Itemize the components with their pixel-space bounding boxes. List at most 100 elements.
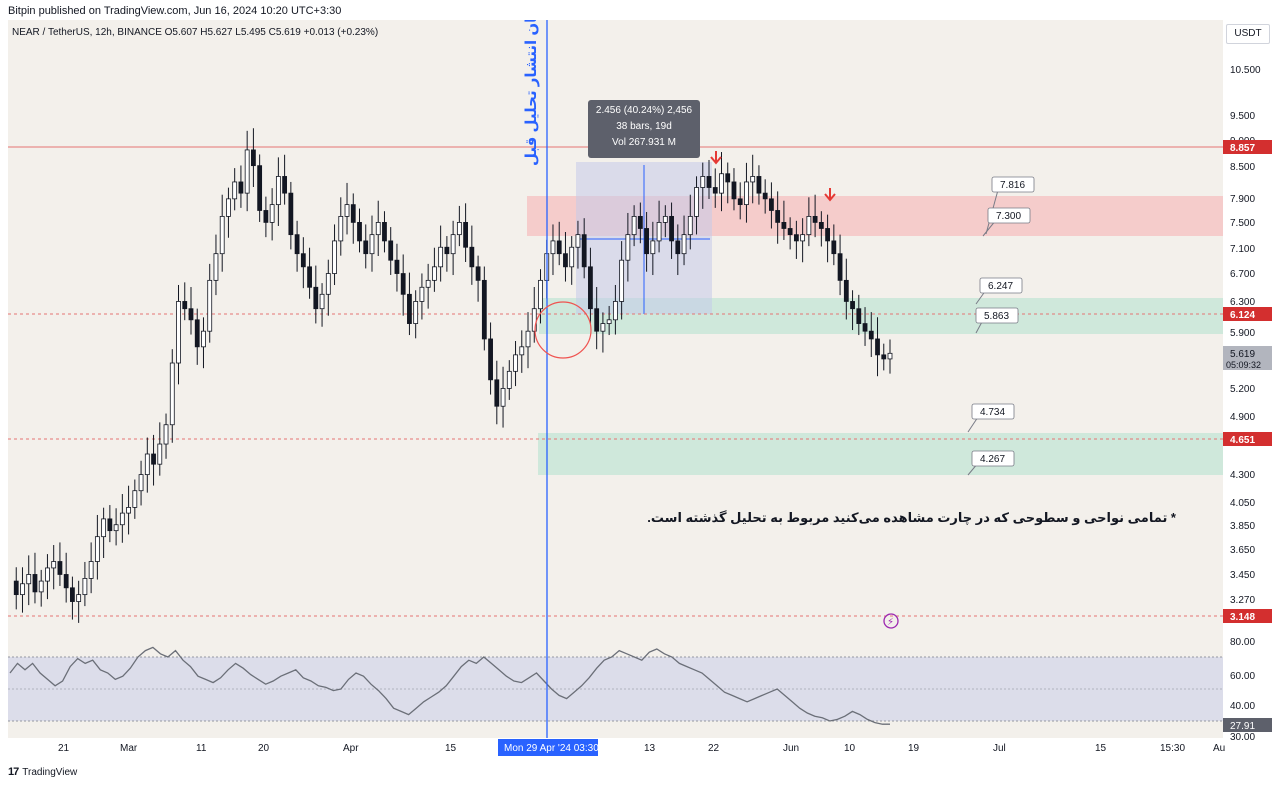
- candle: [588, 266, 593, 310]
- candle: [400, 273, 406, 295]
- candle: [600, 323, 606, 332]
- rsi-tick: 30.00: [1230, 732, 1255, 743]
- candle: [282, 176, 288, 194]
- candle: [631, 215, 637, 236]
- level-label-box[interactable]: [975, 307, 1019, 324]
- lightning-icon[interactable]: [883, 613, 899, 629]
- level-label: 5.863: [984, 311, 1009, 322]
- chart-frame[interactable]: ⚡ زمان انتشار تحلیل قبل 10.5009.5009.000…: [8, 20, 1272, 758]
- level-label-box[interactable]: [991, 176, 1035, 193]
- candle: [787, 228, 793, 236]
- time-tick: 15: [1095, 743, 1107, 754]
- highlight-circle: [534, 301, 592, 359]
- candle: [687, 215, 693, 236]
- candle: [63, 574, 69, 589]
- candle: [182, 301, 188, 310]
- candle: [868, 330, 874, 340]
- time-tick: Mar: [120, 743, 138, 754]
- candle: [76, 594, 82, 602]
- candle: [625, 234, 631, 261]
- candle: [32, 574, 38, 593]
- lightning-glyph: ⚡: [887, 617, 894, 628]
- candle: [506, 370, 512, 389]
- candle: [494, 379, 500, 407]
- candle: [519, 346, 525, 356]
- level-label-box[interactable]: [971, 403, 1015, 420]
- candle: [706, 176, 712, 188]
- time-axis-ticks: 21 Mar 11 20 Apr 15 13 22 Jun 10 19 Jul 15 15:30 Au: [58, 743, 1225, 754]
- level-label-box[interactable]: [987, 207, 1031, 224]
- price-tick: 6.700: [1230, 269, 1255, 280]
- candle: [332, 240, 337, 274]
- price-level-value: 4.651: [1230, 435, 1255, 446]
- time-tick: 13: [644, 743, 656, 754]
- candle: [226, 198, 231, 217]
- candle: [138, 474, 144, 492]
- candle: [438, 246, 444, 268]
- time-tick: 11: [196, 743, 207, 754]
- candle: [756, 176, 762, 194]
- candle: [157, 443, 163, 465]
- measure-tooltip: 2.456 (40.24%) 2,456 38 bars, 19d Vol 26…: [588, 100, 700, 158]
- level-label-box[interactable]: [979, 277, 1023, 294]
- candle: [113, 524, 119, 532]
- price-tick: 7.100: [1230, 244, 1255, 255]
- candle: [737, 198, 743, 206]
- candle: [731, 181, 737, 200]
- level-label-box[interactable]: [971, 450, 1015, 467]
- candle: [781, 222, 787, 229]
- crosshair-date: Mon 29 Apr '24 03:30: [504, 743, 599, 754]
- down-arrow-icon: [710, 151, 722, 165]
- price-tick: 9.500: [1230, 111, 1255, 122]
- candle: [887, 352, 893, 360]
- candle: [350, 204, 356, 223]
- tradingview-logo-icon: 17: [8, 766, 19, 778]
- candle: [163, 424, 169, 445]
- time-axis[interactable]: [8, 738, 1223, 758]
- candle: [806, 215, 812, 236]
- candle: [307, 266, 312, 288]
- currency-button[interactable]: USDT: [1226, 24, 1270, 44]
- candle: [750, 176, 756, 183]
- price-tick: 6.300: [1230, 297, 1255, 308]
- candle: [325, 273, 331, 295]
- label-connector: [967, 416, 979, 433]
- down-arrow-icon: [824, 188, 836, 202]
- time-tick: 22: [708, 743, 720, 754]
- rsi-tick: 40.00: [1230, 701, 1255, 712]
- candle: [363, 240, 369, 255]
- candle: [675, 240, 681, 255]
- analysis-note: * تمامی نواحی و سطوحی که در چارت مشاهده …: [647, 510, 1176, 525]
- candle: [656, 222, 662, 242]
- candle: [132, 490, 138, 508]
- time-tick: 10: [844, 743, 856, 754]
- candle: [82, 578, 88, 596]
- price-chart[interactable]: ⚡ زمان انتشار تحلیل قبل 10.5009.5009.000…: [8, 20, 1272, 758]
- candle: [581, 234, 587, 268]
- price-level-value: 6.124: [1230, 310, 1255, 321]
- candle: [800, 234, 806, 242]
- candle: [275, 176, 281, 206]
- candle: [619, 259, 625, 302]
- symbol-info[interactable]: NEAR / TetherUS, 12h, BINANCE O5.607 H5.…: [12, 27, 379, 38]
- price-tick: 3.850: [1230, 521, 1255, 532]
- candle: [194, 319, 200, 348]
- candle: [38, 580, 44, 593]
- price-level-badge: [1223, 140, 1272, 154]
- candle: [319, 293, 325, 310]
- candle: [45, 567, 50, 582]
- price-tick: 5.200: [1230, 384, 1255, 395]
- level-label: 4.267: [980, 454, 1005, 465]
- candle: [201, 330, 206, 348]
- candle: [606, 319, 612, 324]
- candle: [694, 187, 699, 217]
- current-price: 5.619: [1230, 349, 1255, 360]
- price-tick: 10.500: [1230, 65, 1261, 76]
- candle: [251, 149, 256, 167]
- candle: [151, 453, 156, 465]
- candle: [818, 222, 824, 229]
- candle: [662, 215, 668, 223]
- candle: [413, 301, 419, 324]
- candle: [775, 210, 781, 223]
- candle: [431, 266, 437, 281]
